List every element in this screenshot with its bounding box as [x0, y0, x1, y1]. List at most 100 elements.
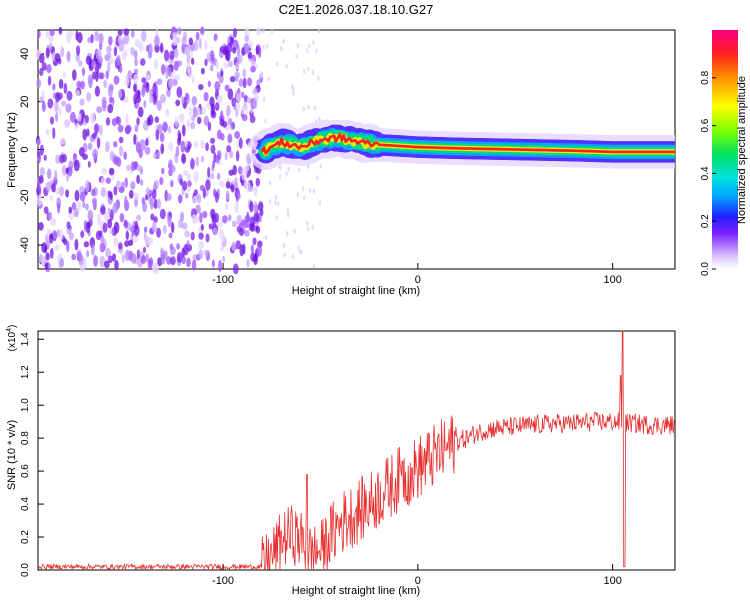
noise-speckle [99, 242, 106, 253]
spectrogram-x-tick-label: 100 [603, 274, 621, 286]
noise-speckle [244, 42, 250, 54]
noise-speckle [123, 151, 128, 160]
noise-speckle [193, 40, 199, 52]
noise-speckle [98, 32, 104, 44]
noise-speckle [39, 67, 44, 77]
noise-speckle [237, 166, 243, 175]
spectrogram-y-tick-label: -40 [19, 237, 31, 253]
noise-speckle [191, 260, 197, 271]
spectrogram-x-axis-label: Height of straight line (km) [292, 285, 420, 297]
noise-speckle [52, 230, 57, 240]
snr-y-tick-label: 0.2 [20, 530, 31, 544]
noise-speckle [183, 243, 189, 256]
noise-speckle [191, 95, 198, 106]
noise-speckle [198, 249, 204, 260]
noise-speckle [169, 50, 175, 60]
noise-speckle [43, 206, 49, 214]
noise-speckle [124, 32, 130, 45]
noise-speckle [280, 46, 283, 52]
noise-speckle [228, 60, 233, 68]
figure-title: C2E1.2026.037.18.10.G27 [279, 2, 434, 17]
noise-speckle [107, 207, 111, 214]
noise-speckle [130, 181, 136, 190]
noise-speckle [108, 96, 113, 104]
noise-speckle [287, 166, 290, 172]
noise-speckle [36, 181, 41, 189]
noise-speckle [212, 160, 216, 168]
noise-speckle [113, 46, 118, 57]
noise-speckle [117, 29, 123, 36]
noise-speckle [214, 81, 221, 92]
noise-speckle [317, 75, 320, 81]
noise-speckle [190, 158, 195, 170]
noise-speckle [112, 202, 119, 214]
noise-speckle [78, 146, 85, 157]
noise-speckle [99, 72, 105, 80]
noise-speckle [140, 254, 147, 264]
noise-speckle [228, 169, 234, 176]
noise-speckle [311, 70, 315, 76]
noise-speckle [149, 198, 154, 210]
noise-speckle [156, 100, 162, 111]
noise-speckle [105, 177, 112, 184]
noise-speckle [192, 195, 198, 205]
noise-speckle [96, 213, 102, 226]
noise-speckle [176, 251, 183, 263]
noise-speckle [253, 201, 258, 214]
noise-speckle [306, 226, 310, 232]
spectrogram-x-tick-label: 0 [415, 274, 421, 286]
noise-speckle [75, 53, 80, 63]
snr-x-tick-label: -100 [212, 575, 234, 587]
noise-speckle [184, 139, 188, 148]
noise-speckle [145, 138, 149, 147]
noise-speckle [214, 191, 219, 203]
noise-speckle [136, 249, 140, 260]
noise-speckle [113, 221, 120, 234]
noise-speckle [176, 86, 183, 98]
noise-speckle [77, 112, 82, 122]
noise-speckle [235, 102, 241, 112]
noise-speckle [228, 150, 234, 159]
noise-speckle [133, 50, 138, 59]
noise-speckle [165, 70, 169, 80]
noise-speckle [49, 195, 53, 202]
noise-speckle [236, 214, 243, 226]
noise-speckle [218, 228, 225, 239]
noise-speckle [255, 45, 259, 56]
noise-speckle [117, 124, 124, 133]
noise-speckle [160, 93, 167, 104]
noise-speckle [178, 194, 183, 204]
noise-speckle [238, 137, 243, 149]
noise-speckle [133, 73, 139, 85]
noise-speckle [123, 28, 130, 36]
noise-speckle [104, 260, 110, 269]
noise-speckle [123, 195, 128, 206]
noise-speckle [91, 188, 96, 197]
noise-speckle [217, 150, 222, 161]
spectrogram-y-tick-label: 20 [19, 96, 31, 108]
noise-speckle [231, 241, 236, 252]
noise-speckle [37, 222, 44, 231]
noise-speckle [184, 46, 190, 58]
noise-speckle [94, 85, 100, 97]
noise-speckle [247, 185, 254, 192]
noise-speckle [145, 253, 150, 263]
noise-speckle [308, 188, 312, 194]
colorbar-tick-label: 0.6 [700, 118, 711, 132]
noise-speckle [270, 29, 274, 35]
noise-speckle [317, 28, 321, 34]
noise-speckle [297, 167, 301, 173]
noise-speckle [220, 133, 225, 141]
noise-speckle [193, 189, 198, 196]
noise-speckle [105, 141, 110, 153]
noise-speckle [144, 146, 151, 155]
snr-y-tick-label: 1.4 [20, 332, 31, 346]
noise-speckle [93, 123, 100, 134]
noise-speckle [162, 121, 168, 133]
noise-speckle [99, 255, 106, 268]
noise-speckle [159, 208, 166, 220]
noise-speckle [111, 227, 116, 236]
noise-speckle [218, 159, 222, 166]
noise-speckle [87, 142, 93, 151]
noise-speckle [157, 257, 163, 267]
